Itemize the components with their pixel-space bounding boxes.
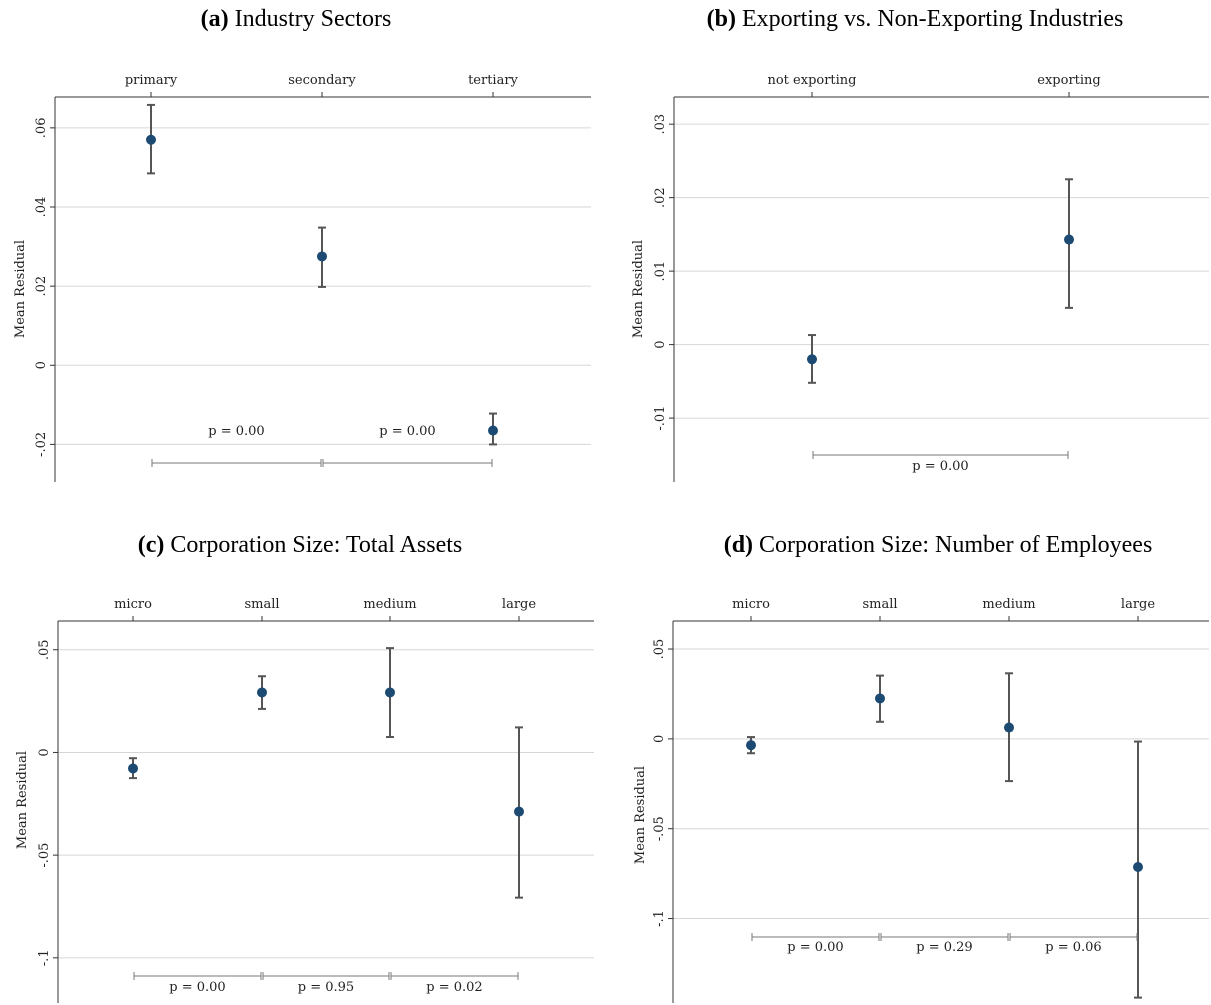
panel-a-p-value: p = 0.00 xyxy=(379,424,435,439)
panel-c-data-point xyxy=(257,687,267,698)
panel-d-letter: (d) xyxy=(724,532,753,558)
panel-a-data-point xyxy=(146,134,156,145)
panel-d: (d) Corporation Size: Number of Employee… xyxy=(633,532,1209,1003)
panel-c-ytick-label: .05 xyxy=(37,639,52,660)
panel-b-xtick-label: not exporting xyxy=(767,73,856,88)
panel-d-ytick-label: 0 xyxy=(652,735,667,743)
panel-c-ytick-label: 0 xyxy=(37,748,52,756)
panel-a-ylabel: Mean Residual xyxy=(13,240,28,338)
panel-a-data-point xyxy=(488,425,498,436)
panel-c-p-value: p = 0.02 xyxy=(426,980,482,995)
panel-d-data-point xyxy=(746,740,756,751)
panel-d-plot: -.1 -.05 0 .05 micro small medium large p = 0.00… xyxy=(652,597,1209,1003)
panel-a-ytick-label: .04 xyxy=(34,197,49,218)
panel-a-data-point xyxy=(317,251,327,262)
panel-c-plot: -.1 -.05 0 .05 micro small medium large p = 0.00… xyxy=(37,597,594,1003)
panel-d-xtick-label: large xyxy=(1121,597,1155,612)
panel-c-ytick-label: -.05 xyxy=(37,843,52,868)
panel-a-ytick-label: 0 xyxy=(34,361,49,369)
panel-c: (c) Corporation Size: Total Assets Mean … xyxy=(15,532,594,1003)
panel-a-ytick-label: .02 xyxy=(34,276,49,297)
panel-c-data-point xyxy=(385,687,395,698)
panel-b-ytick-label: .02 xyxy=(653,187,668,208)
panel-d-ytick-label: .05 xyxy=(652,639,667,660)
panel-b-letter: (b) xyxy=(707,6,736,32)
panel-c-p-value: p = 0.95 xyxy=(298,980,354,995)
panel-a-xtick-label: secondary xyxy=(288,73,356,88)
panel-a-title-text: Industry Sectors xyxy=(235,6,392,32)
panel-d-p-value: p = 0.29 xyxy=(916,940,972,955)
panel-d-data-point xyxy=(1133,861,1143,872)
panel-b-data-point xyxy=(1064,234,1074,245)
panel-c-p-value: p = 0.00 xyxy=(169,980,225,995)
panel-a: (a) Industry Sectors Mean Residual -.02 0… xyxy=(13,6,591,482)
panel-b-xtick-label: exporting xyxy=(1037,73,1100,88)
panel-d-ytick-label: -.05 xyxy=(652,816,667,841)
panel-c-xtick-label: large xyxy=(502,597,536,612)
panel-d-ylabel: Mean Residual xyxy=(633,766,648,864)
panel-a-xtick-label: primary xyxy=(125,73,178,88)
panel-d-data-point xyxy=(1004,722,1014,733)
panel-c-data-point xyxy=(514,806,524,817)
panel-d-xtick-label: micro xyxy=(732,597,770,612)
panel-d-title-text: Corporation Size: Number of Employees xyxy=(759,532,1152,558)
panel-b-plot: -.01 0 .01 .02 .03 not exporting exporting p = … xyxy=(653,73,1209,482)
panel-b-ytick-label: -.01 xyxy=(653,406,668,431)
panel-c-ylabel: Mean Residual xyxy=(15,751,30,849)
panel-a-p-value: p = 0.00 xyxy=(208,424,264,439)
panel-c-data-point xyxy=(128,763,138,774)
panel-d-p-value: p = 0.00 xyxy=(787,940,843,955)
panel-d-p-value: p = 0.06 xyxy=(1045,940,1101,955)
panel-b-ytick-label: .03 xyxy=(653,114,668,135)
panel-b-title: (b) Exporting vs. Non-Exporting Industri… xyxy=(707,6,1124,32)
panel-c-ytick-label: -.1 xyxy=(37,949,52,966)
panel-c-title: (c) Corporation Size: Total Assets xyxy=(138,532,463,558)
panel-c-xtick-label: micro xyxy=(114,597,152,612)
panel-d-xtick-label: small xyxy=(862,597,897,612)
panel-b-ylabel: Mean Residual xyxy=(631,240,646,338)
panel-a-letter: (a) xyxy=(201,6,229,32)
panel-c-xtick-label: medium xyxy=(363,597,416,612)
panel-d-ytick-label: -.1 xyxy=(652,910,667,927)
panel-c-title-text: Corporation Size: Total Assets xyxy=(170,532,462,558)
panel-b-data-point xyxy=(807,354,817,365)
panel-b-ytick-label: 0 xyxy=(653,340,668,348)
panel-a-xtick-label: tertiary xyxy=(468,73,518,88)
panel-d-data-point xyxy=(875,693,885,704)
panel-b-title-text: Exporting vs. Non-Exporting Industries xyxy=(742,6,1123,32)
panel-d-title: (d) Corporation Size: Number of Employee… xyxy=(724,532,1153,558)
panel-b: (b) Exporting vs. Non-Exporting Industri… xyxy=(631,6,1209,482)
panel-b-ytick-label: .01 xyxy=(653,261,668,282)
panel-a-ytick-label: .06 xyxy=(34,118,49,139)
panel-a-plot: -.02 0 .02 .04 .06 primary secondary tertiary p … xyxy=(34,73,591,482)
panel-a-title: (a) Industry Sectors xyxy=(201,6,392,32)
panel-d-xtick-label: medium xyxy=(982,597,1035,612)
panel-a-ytick-label: -.02 xyxy=(34,432,49,457)
panel-c-letter: (c) xyxy=(138,532,165,558)
panel-b-p-value: p = 0.00 xyxy=(912,459,968,474)
panel-c-xtick-label: small xyxy=(244,597,279,612)
